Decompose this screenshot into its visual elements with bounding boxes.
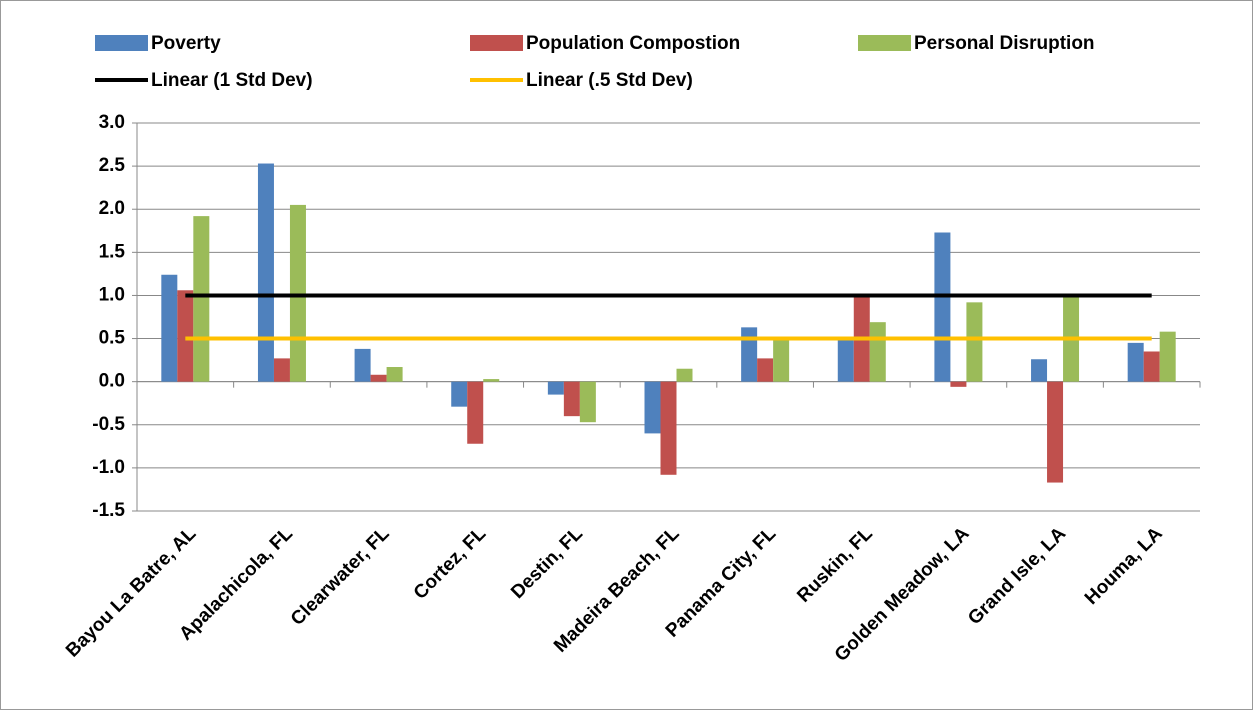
- legend-label: Poverty: [151, 33, 221, 54]
- legend-label: Personal Disruption: [914, 33, 1095, 54]
- bar: [193, 216, 210, 382]
- bar: [386, 367, 403, 382]
- bar: [966, 302, 983, 382]
- bar: [451, 381, 468, 407]
- bar: [579, 381, 596, 423]
- y-tick-label: 2.5: [99, 155, 126, 176]
- y-tick-label: -0.5: [92, 414, 125, 435]
- legend-swatch: [470, 35, 523, 51]
- y-tick-label: 2.0: [99, 198, 125, 219]
- legend-label: Linear (1 Std Dev): [151, 70, 313, 91]
- y-tick-label: 1.5: [99, 241, 126, 262]
- legend-label: Population Compostion: [526, 33, 740, 54]
- bar: [676, 368, 693, 382]
- y-tick-label: 1.0: [99, 284, 125, 305]
- y-tick-label: 3.0: [99, 112, 125, 133]
- bar: [660, 381, 677, 475]
- bar: [1047, 381, 1064, 483]
- legend-swatch: [858, 35, 911, 51]
- y-tick-label: 0.0: [99, 371, 125, 392]
- legend-label: Linear (.5 Std Dev): [526, 70, 693, 91]
- bar: [1159, 331, 1176, 382]
- y-tick-label: -1.5: [92, 500, 125, 521]
- legend-swatch: [95, 35, 148, 51]
- bar: [257, 163, 274, 382]
- bar: [547, 381, 564, 395]
- bar: [1143, 351, 1160, 382]
- bar: [483, 379, 500, 382]
- bar: [934, 232, 951, 382]
- bar: [741, 327, 758, 382]
- bar: [177, 290, 194, 382]
- y-tick-label: 0.5: [99, 328, 126, 349]
- bar: [644, 381, 661, 434]
- bar: [289, 204, 306, 382]
- bar: [273, 358, 290, 382]
- bar: [757, 358, 774, 382]
- bar: [161, 274, 178, 382]
- y-tick-label: -1.0: [92, 457, 125, 478]
- bar: [1031, 359, 1048, 382]
- bar: [1127, 342, 1144, 382]
- bar: [563, 381, 580, 417]
- bar: [869, 322, 886, 382]
- bar: [354, 348, 371, 382]
- bar: [773, 338, 790, 382]
- bar: [370, 374, 387, 382]
- bar: [467, 381, 484, 444]
- bar: [950, 381, 967, 387]
- bar: [837, 338, 854, 382]
